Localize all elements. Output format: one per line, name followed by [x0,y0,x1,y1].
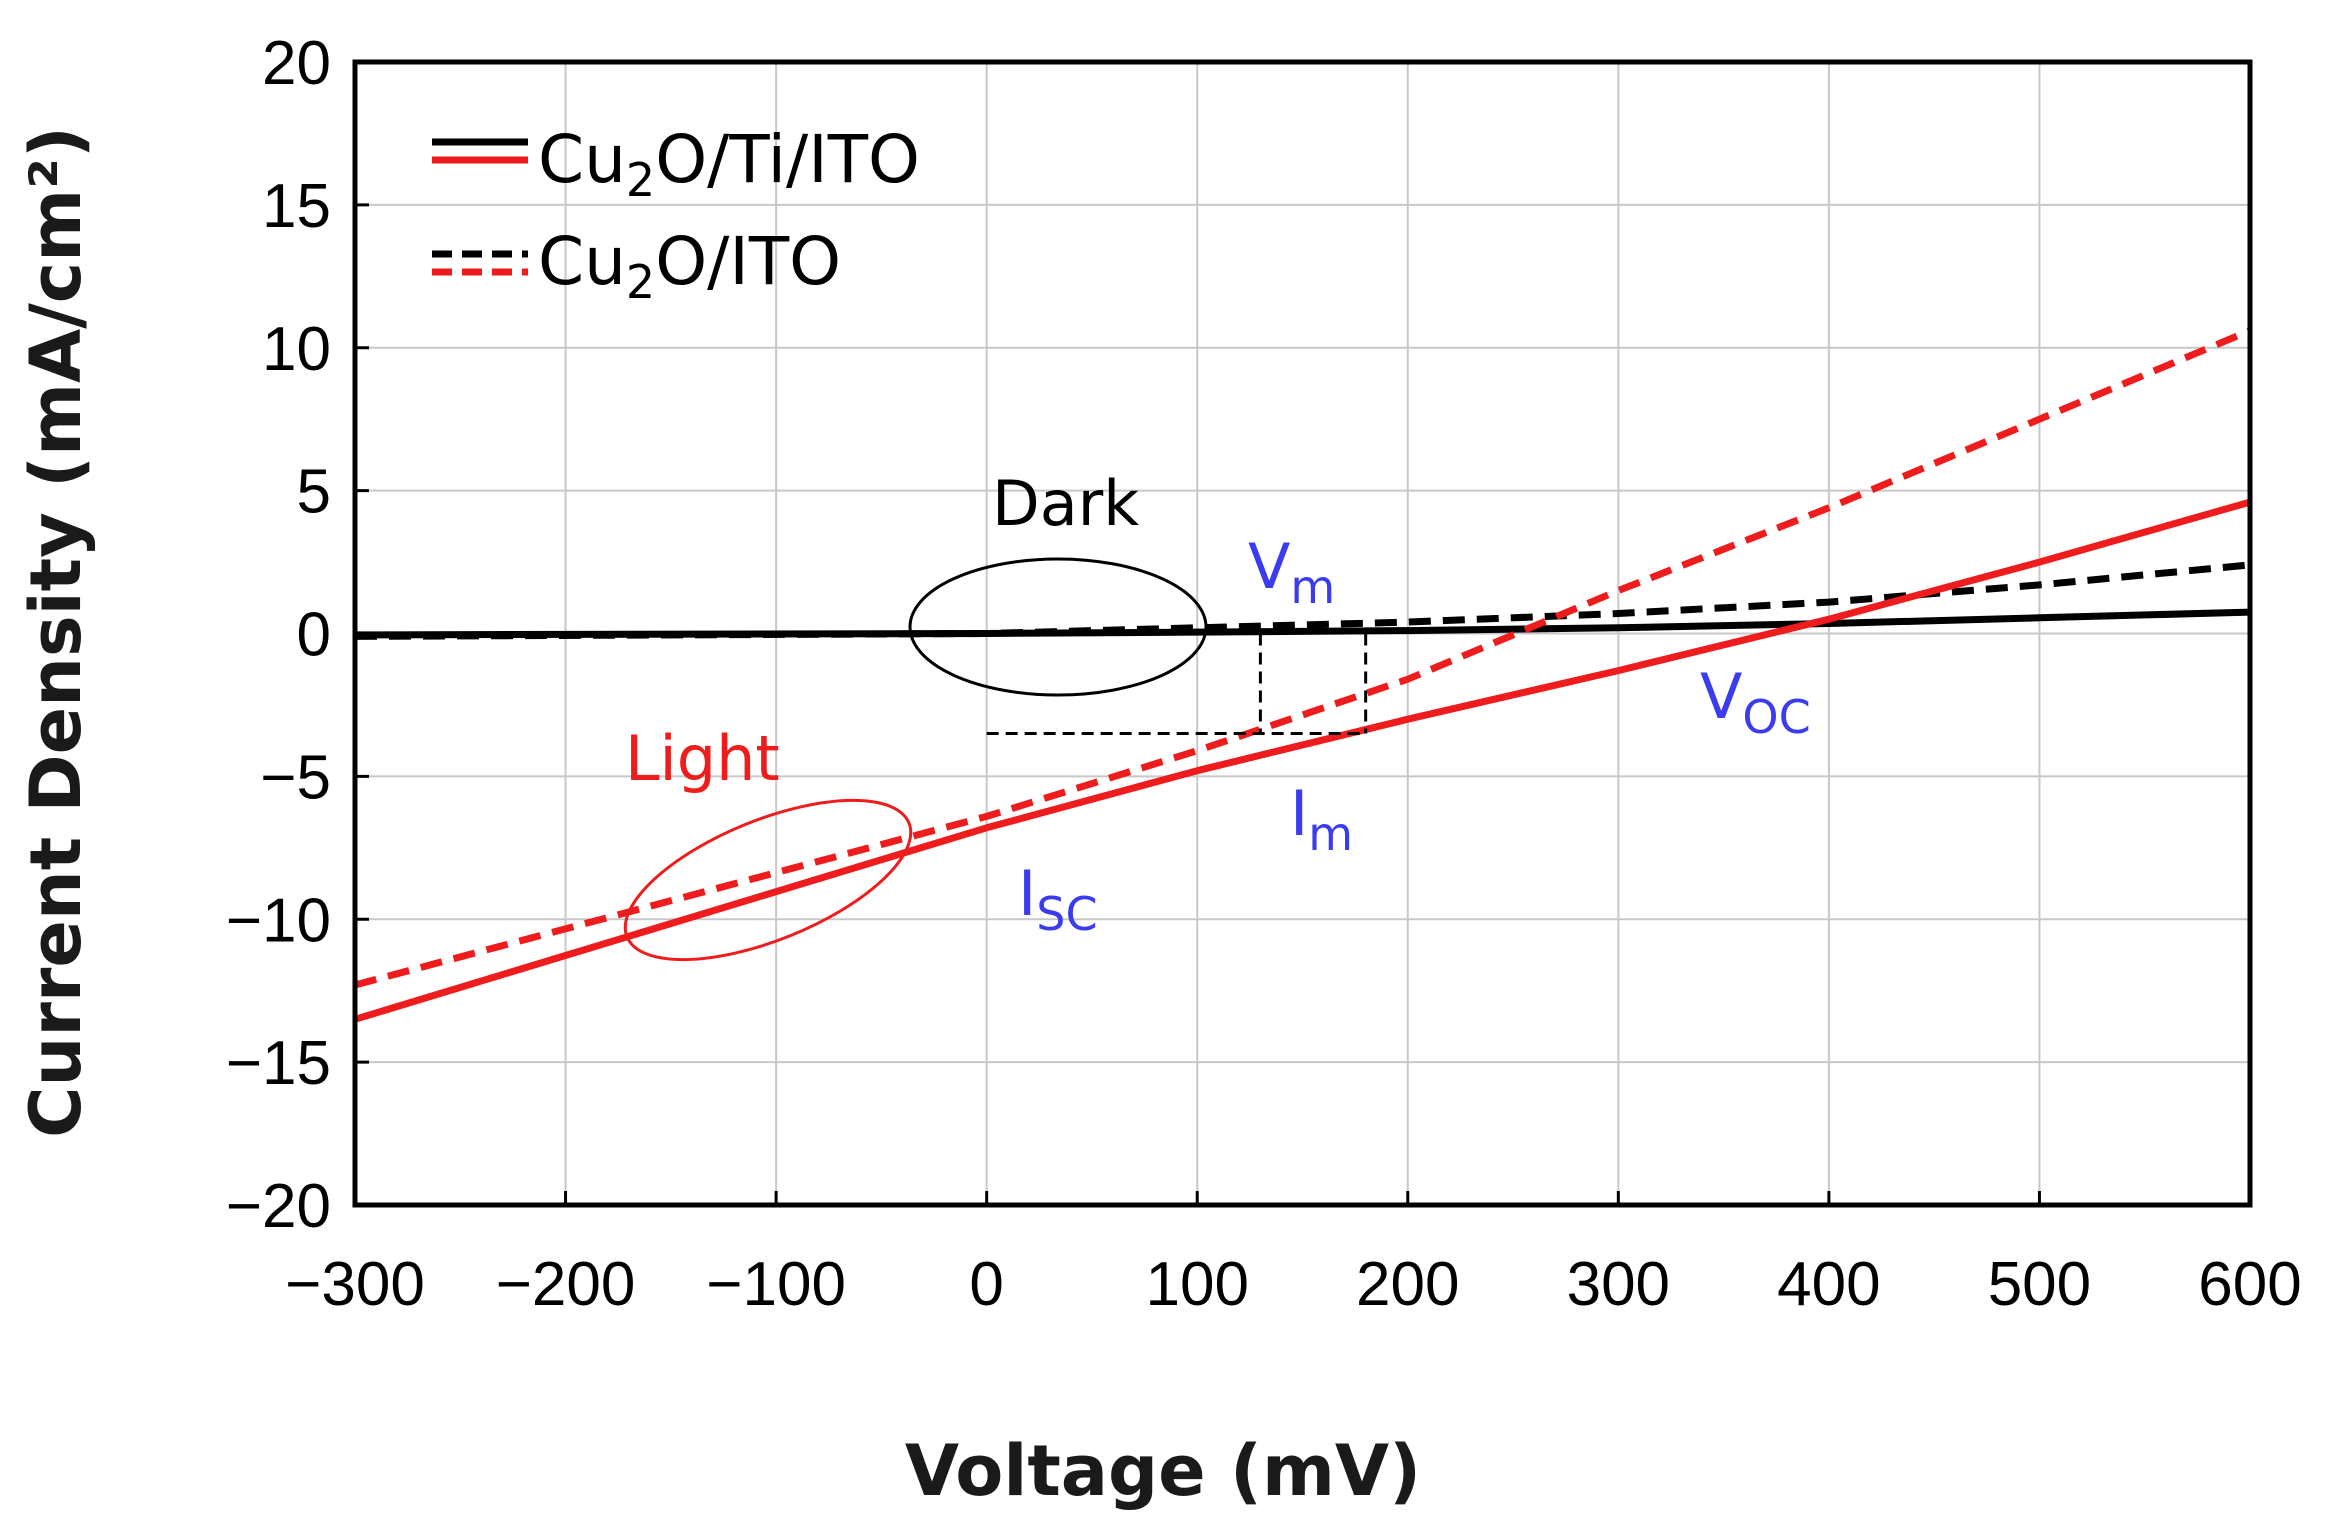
y-axis-tick-labels: −20 −15 −10 −5 0 5 10 15 20 [226,29,369,1241]
legend-label-solid: Cu2O/Ti/ITO [538,121,920,207]
legend-label-dashed: Cu2O/ITO [538,223,841,309]
isc-sub: SC [1036,887,1097,941]
legend-sub: 2 [626,153,655,207]
series-lines [353,327,2252,1023]
dark-label: Dark [992,467,1139,540]
max-power-guide [986,633,1368,736]
light-ellipse [623,798,913,962]
legend: Cu2O/Ti/ITO Cu2O/ITO [432,121,920,309]
voc-sub: OC [1742,690,1810,744]
x-axis-tick-labels: −300 −200 −100 0 100 200 300 400 500 600 [285,1191,2302,1319]
im-main: I [1290,777,1308,850]
isc-main: I [1018,857,1036,930]
y-tick-label: −15 [226,1029,331,1098]
y-axis-title: Current Density (mA/cm²) [15,126,97,1138]
x-tick-label: 500 [1988,1250,2091,1319]
x-tick-label: −200 [496,1250,636,1319]
series-line-cu2o-ti-ito-dark [354,608,2251,639]
x-tick-label: 100 [1145,1250,1248,1319]
series-line-cu2o-ti-ito-light [353,498,2251,1023]
x-tick-label: 600 [2198,1250,2301,1319]
series-line-cu2o-ito-dark [354,561,2251,640]
series-line-cu2o-ito-light [354,327,2252,989]
legend-cu: Cu [538,121,626,198]
legend-rest: O/Ti/ITO [655,121,920,198]
legend-sub: 2 [626,255,655,309]
x-axis-title: Voltage (mV) [905,1430,1421,1512]
y-tick-label: −5 [260,743,331,812]
im-label: Im [1290,777,1353,861]
y-tick-label: 15 [262,172,331,241]
y-tick-label: 10 [262,315,331,384]
y-tick-label: 20 [262,29,331,98]
y-tick-label: −20 [226,1172,331,1241]
light-label: Light [625,722,780,795]
im-sub: m [1308,807,1353,861]
voc-label: VOC [1700,660,1811,744]
y-tick-label: 5 [297,458,331,527]
x-tick-label: 200 [1356,1250,1459,1319]
voc-main: V [1700,660,1742,733]
x-tick-label: −100 [706,1250,846,1319]
dark-ellipse [908,557,1208,697]
vm-label: Vm [1248,530,1335,614]
vm-sub: m [1290,560,1335,614]
vm-main: V [1248,530,1290,603]
y-tick-label: 0 [297,601,331,670]
x-tick-label: 0 [969,1250,1003,1319]
y-tick-label: −10 [226,886,331,955]
x-tick-label: 400 [1777,1250,1880,1319]
legend-rest: O/ITO [655,223,841,300]
legend-cu: Cu [538,223,626,300]
isc-label: ISC [1018,857,1098,941]
x-tick-label: 300 [1567,1250,1670,1319]
x-tick-label: −300 [285,1250,425,1319]
